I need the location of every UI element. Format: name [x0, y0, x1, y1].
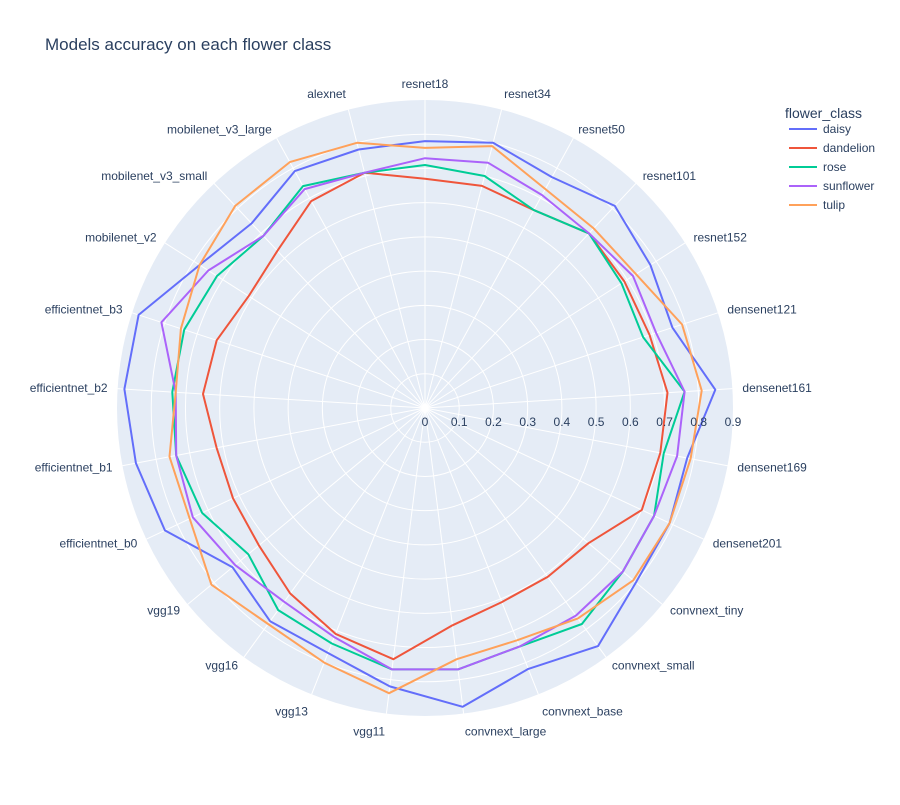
- angular-tick-label: vgg11: [353, 725, 385, 739]
- angular-gridline: [243, 407, 426, 658]
- radial-tick-label: 0.9: [725, 415, 742, 429]
- angular-gridline: [424, 242, 686, 409]
- angular-tick-label: efficientnet_b3: [45, 303, 123, 317]
- axis-labels: 0 0.1 0.2 0.3 0.4 0.5 0.6 0.7 0.8 0.9 resnet18 resn…: [30, 77, 812, 739]
- legend-item-rose[interactable]: rose: [823, 160, 847, 174]
- angular-tick-label: convnext_small: [612, 658, 695, 672]
- radial-tick-label: 0.6: [622, 415, 639, 429]
- angular-gridline: [276, 137, 426, 409]
- angular-tick-label: densenet121: [727, 303, 797, 317]
- angular-gridline: [117, 388, 426, 409]
- angular-gridline: [424, 312, 719, 409]
- radial-tick-label: 0.5: [588, 415, 605, 429]
- angular-tick-label: resnet152: [694, 231, 748, 245]
- radial-tick-label: 0.3: [519, 415, 536, 429]
- chart-title: Models accuracy on each flower class: [45, 35, 331, 54]
- polar-grid: [117, 100, 733, 716]
- angular-gridline: [311, 407, 426, 695]
- angular-tick-label: convnext_tiny: [670, 604, 743, 618]
- angular-gridline: [385, 407, 426, 714]
- angular-tick-label: resnet34: [504, 87, 551, 101]
- angular-tick-label: alexnet: [307, 87, 346, 101]
- angular-gridline: [213, 183, 426, 409]
- series-line-tulip: [168, 141, 703, 695]
- angular-tick-label: densenet169: [737, 461, 807, 475]
- angular-tick-label: vgg13: [275, 705, 308, 719]
- radial-tick-label: 0.4: [554, 415, 571, 429]
- angular-gridline: [424, 137, 574, 409]
- radial-tick-label: 0.7: [656, 415, 673, 429]
- radial-tick-label: 0.8: [690, 415, 707, 429]
- legend: flower_class daisy dandelion rose sunflower…: [785, 105, 875, 212]
- angular-gridline: [347, 109, 426, 409]
- series-layer: [123, 140, 717, 708]
- series-line-dandelion: [202, 171, 669, 661]
- angular-gridline: [424, 109, 503, 409]
- angular-tick-label: resnet101: [643, 169, 697, 183]
- angular-tick-label: convnext_base: [542, 705, 623, 719]
- angular-tick-label: densenet161: [742, 381, 812, 395]
- angular-tick-label: mobilenet_v3_small: [101, 169, 207, 183]
- legend-item-sunflower[interactable]: sunflower: [823, 179, 874, 193]
- angular-tick-label: resnet18: [402, 77, 449, 91]
- radial-tick-label: 0.2: [485, 415, 502, 429]
- angular-gridline: [424, 183, 637, 409]
- angular-tick-label: resnet50: [578, 122, 625, 136]
- angular-tick-label: efficientnet_b2: [30, 381, 108, 395]
- legend-item-daisy[interactable]: daisy: [823, 122, 851, 136]
- angular-tick-label: vgg16: [205, 658, 238, 672]
- series-line-sunflower: [160, 157, 686, 671]
- angular-gridline: [424, 407, 704, 540]
- angular-gridline: [424, 407, 465, 714]
- angular-tick-label: vgg19: [147, 604, 180, 618]
- radial-tick-label: 0.1: [451, 415, 468, 429]
- series-line-daisy: [123, 140, 717, 708]
- angular-tick-label: efficientnet_b0: [59, 536, 137, 550]
- angular-tick-label: convnext_large: [465, 725, 547, 739]
- angular-tick-label: mobilenet_v3_large: [167, 122, 272, 136]
- radial-tick-label: 0: [422, 415, 429, 429]
- angular-tick-label: mobilenet_v2: [85, 231, 157, 245]
- angular-gridline: [424, 388, 733, 409]
- legend-item-dandelion[interactable]: dandelion: [823, 141, 875, 155]
- angular-tick-label: efficientnet_b1: [35, 461, 113, 475]
- legend-item-tulip[interactable]: tulip: [823, 198, 845, 212]
- angular-gridline: [122, 407, 426, 467]
- legend-title: flower_class: [785, 105, 862, 121]
- angular-tick-label: densenet201: [713, 536, 783, 550]
- angular-gridline: [187, 407, 426, 605]
